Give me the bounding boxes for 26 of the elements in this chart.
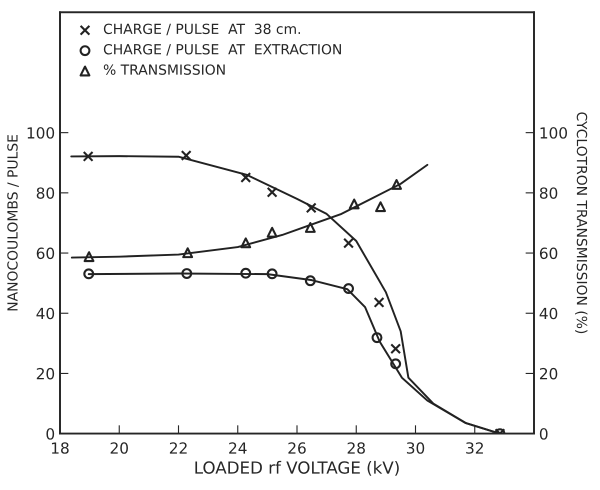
x-tick-label: 32 [466, 442, 483, 454]
y-tick-label: 100 [28, 127, 54, 139]
y2-tick-label: 20 [540, 368, 558, 380]
legend-label: % TRANSMISSION [104, 64, 225, 75]
y-tick-label: 80 [36, 187, 54, 199]
x-tick-label: 24 [229, 442, 247, 454]
y-axis-title: NANOCOULOMBS / PULSE [7, 135, 19, 310]
y2-tick-label: 0 [540, 428, 548, 440]
x-axis-title: LOADED rf VOLTAGE (kV) [195, 460, 399, 476]
y-tick-label: 20 [36, 368, 54, 380]
x-tick-label: 30 [406, 442, 424, 454]
x-tick-label: 18 [52, 442, 69, 454]
x-tick-label: 28 [348, 442, 365, 454]
legend-label: CHARGE / PULSE AT 38 cm. [104, 24, 300, 36]
y2-axis-title: CYCLOTRON TRANSMISSION (%) [575, 112, 588, 334]
legend-label: CHARGE / PULSE AT EXTRACTION [104, 44, 341, 56]
x-tick-label: 20 [110, 442, 128, 454]
y2-tick-label: 80 [540, 187, 558, 199]
x-tick-label: 26 [288, 442, 306, 454]
y-tick-label: 60 [36, 248, 54, 260]
y2-tick-label: 40 [540, 308, 558, 320]
y-tick-label: 40 [36, 308, 54, 320]
y2-tick-label: 100 [540, 127, 568, 139]
y2-tick-label: 60 [540, 248, 558, 260]
y-tick-label: 0 [46, 428, 54, 440]
x-tick-label: 22 [170, 442, 187, 454]
